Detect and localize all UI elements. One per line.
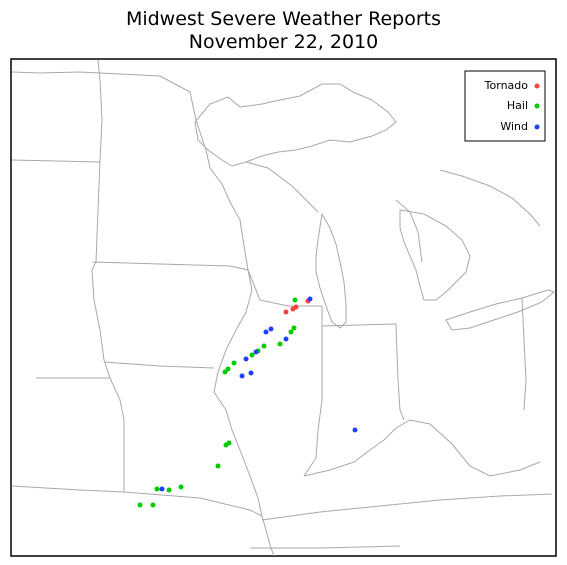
wind-report-marker <box>159 486 165 492</box>
hail-report-marker <box>150 502 156 508</box>
hail-report-marker <box>178 484 184 490</box>
legend: Tornado Hail Wind <box>464 70 546 142</box>
legend-box <box>464 70 546 142</box>
wind-report-marker <box>268 326 274 332</box>
wind-report-marker <box>253 349 259 355</box>
wind-report-marker <box>239 373 245 379</box>
hail-report-marker <box>288 329 294 335</box>
wind-report-marker <box>248 370 254 376</box>
hail-report-marker <box>223 442 229 448</box>
state-boundaries <box>11 59 556 557</box>
hail-report-marker <box>222 369 228 375</box>
hail-report-marker <box>261 343 267 349</box>
legend-label-hail: Hail <box>507 99 528 112</box>
map-frame <box>10 58 557 557</box>
wind-report-marker <box>283 336 289 342</box>
hail-report-marker <box>292 297 298 303</box>
wind-report-marker <box>307 296 313 302</box>
legend-marker-tornado <box>534 83 540 89</box>
wind-report-marker <box>243 356 249 362</box>
wind-report-marker <box>352 427 358 433</box>
tornado-report-marker <box>283 309 289 315</box>
report-markers <box>137 296 358 508</box>
legend-label-wind: Wind <box>500 120 528 133</box>
map-title-line-2: November 22, 2010 <box>188 31 379 53</box>
hail-report-marker <box>291 325 297 331</box>
hail-report-marker <box>215 463 221 469</box>
hail-report-marker <box>166 487 172 493</box>
legend-marker-wind <box>534 124 540 130</box>
legend-label-tornado: Tornado <box>484 79 529 92</box>
tornado-report-marker <box>293 304 299 310</box>
wind-report-marker <box>263 329 269 335</box>
hail-report-marker <box>249 352 255 358</box>
hail-report-marker <box>154 486 160 492</box>
hail-report-marker <box>277 341 283 347</box>
legend-marker-hail <box>534 103 540 109</box>
hail-report-marker <box>231 360 237 366</box>
map-title-line-1: Midwest Severe Weather Reports <box>125 8 442 30</box>
hail-report-marker <box>137 502 143 508</box>
